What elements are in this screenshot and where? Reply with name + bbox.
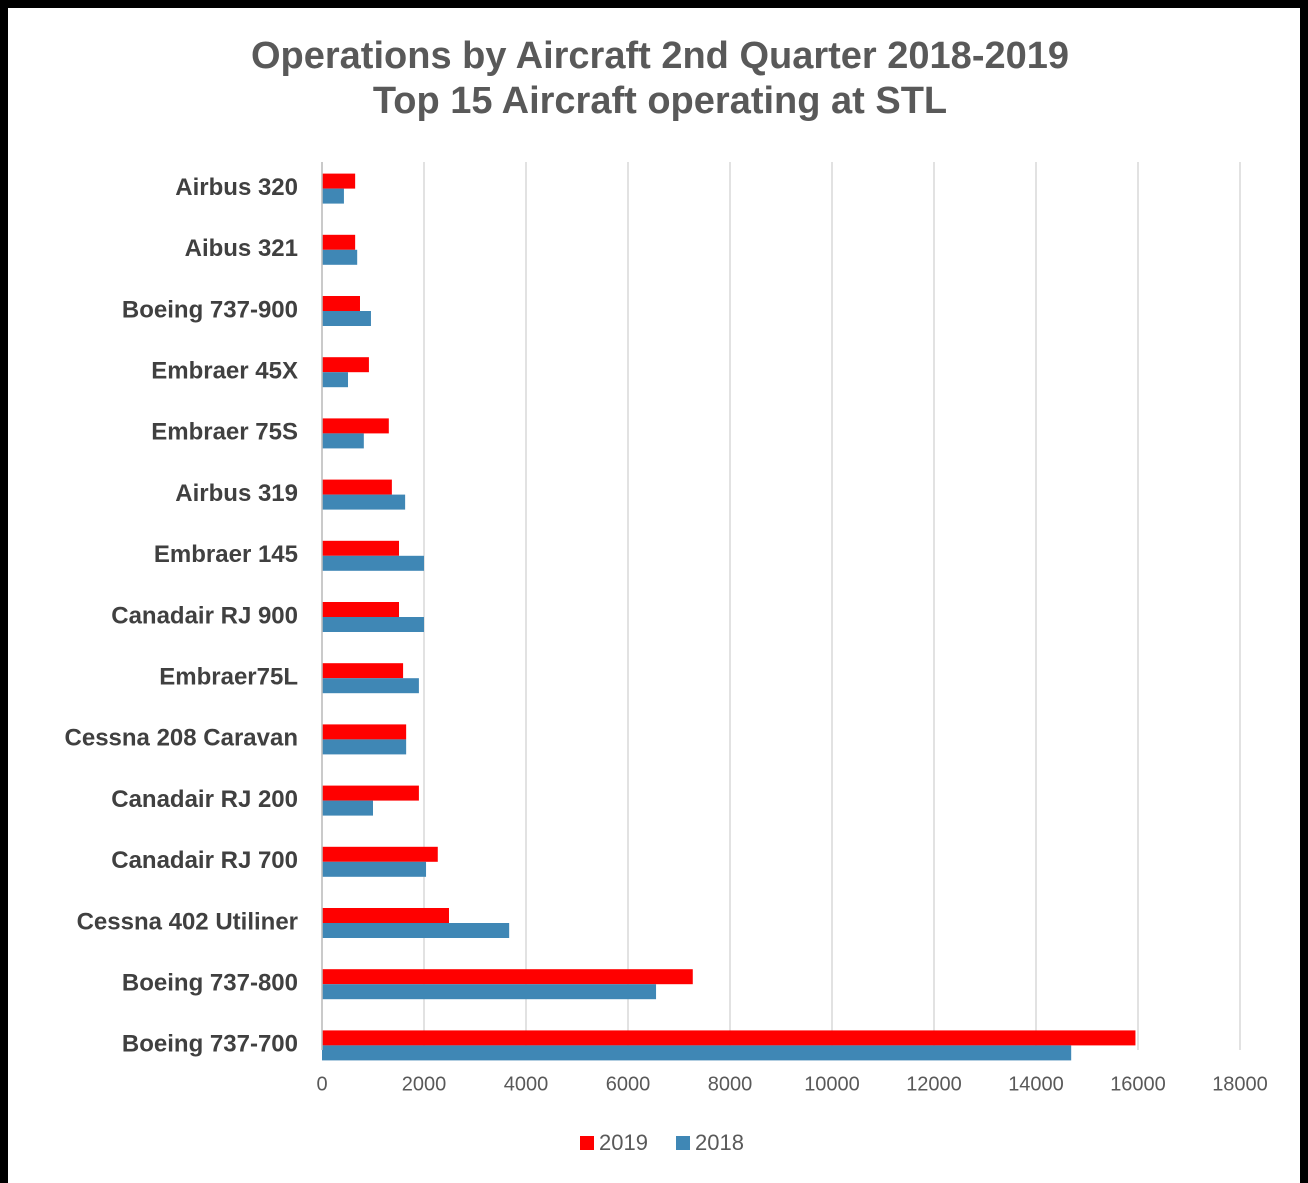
y-tick-label: Airbus 319: [175, 480, 298, 507]
bar: [322, 785, 419, 801]
y-tick-label: Embraer 45X: [151, 358, 298, 385]
y-tick-label: Canadair RJ 900: [111, 602, 298, 629]
y-tick-label: Boeing 737-700: [122, 1031, 298, 1058]
y-tick-label: Embraer 145: [154, 541, 298, 568]
bar: [322, 173, 356, 189]
x-tick-label: 10000: [804, 1073, 860, 1095]
bar: [322, 923, 510, 938]
bar: [322, 800, 373, 816]
bar: [322, 433, 364, 449]
x-tick-label: 0: [316, 1073, 327, 1095]
bar: [322, 602, 400, 617]
bar: [322, 846, 438, 862]
x-tick-label: 2000: [402, 1073, 447, 1095]
bar: [322, 540, 400, 556]
bar: [322, 861, 427, 877]
bar: [322, 1045, 1072, 1061]
bar: [322, 724, 407, 740]
y-tick-label: Cessna 402 Utiliner: [77, 908, 298, 935]
x-tick-label: 18000: [1212, 1073, 1268, 1095]
legend-label: 2019: [599, 1130, 648, 1155]
y-tick-label: Aibus 321: [185, 235, 298, 262]
bar: [322, 617, 424, 632]
bar: [322, 739, 407, 755]
bar: [322, 1030, 1136, 1046]
bar: [322, 311, 371, 326]
bar: [322, 296, 360, 311]
legend-swatch: [676, 1136, 690, 1150]
chart-subtitle: Top 15 Aircraft operating at STL: [373, 80, 947, 122]
legend-swatch: [580, 1136, 594, 1150]
x-tick-label: 12000: [906, 1073, 962, 1095]
x-tick-label: 4000: [504, 1073, 549, 1095]
bar: [322, 418, 389, 434]
bar: [322, 372, 349, 388]
bar: [322, 555, 424, 571]
bar: [322, 234, 356, 250]
bar: [322, 188, 344, 204]
bar: [322, 663, 404, 679]
legend-label: 2018: [695, 1130, 744, 1155]
bar: [322, 969, 693, 985]
x-tick-label: 14000: [1008, 1073, 1064, 1095]
bar: [322, 494, 406, 510]
y-tick-label: Canadair RJ 200: [111, 786, 298, 813]
bar: [322, 908, 449, 923]
y-tick-label: Embraer75L: [159, 664, 298, 691]
bar: [322, 479, 392, 495]
bar: [322, 678, 419, 694]
bar: [322, 984, 657, 1000]
y-tick-label: Canadair RJ 700: [111, 847, 298, 874]
x-tick-label: 6000: [606, 1073, 651, 1095]
y-tick-label: Boeing 737-900: [122, 296, 298, 323]
chart-title: Operations by Aircraft 2nd Quarter 2018-…: [251, 35, 1069, 77]
y-tick-label: Airbus 320: [175, 174, 298, 201]
bar: [322, 357, 369, 373]
y-tick-label: Cessna 208 Caravan: [65, 725, 298, 752]
y-tick-label: Embraer 75S: [151, 419, 298, 446]
x-tick-label: 16000: [1110, 1073, 1166, 1095]
bar: [322, 249, 358, 265]
x-tick-label: 8000: [708, 1073, 753, 1095]
y-tick-label: Boeing 737-800: [122, 970, 298, 997]
